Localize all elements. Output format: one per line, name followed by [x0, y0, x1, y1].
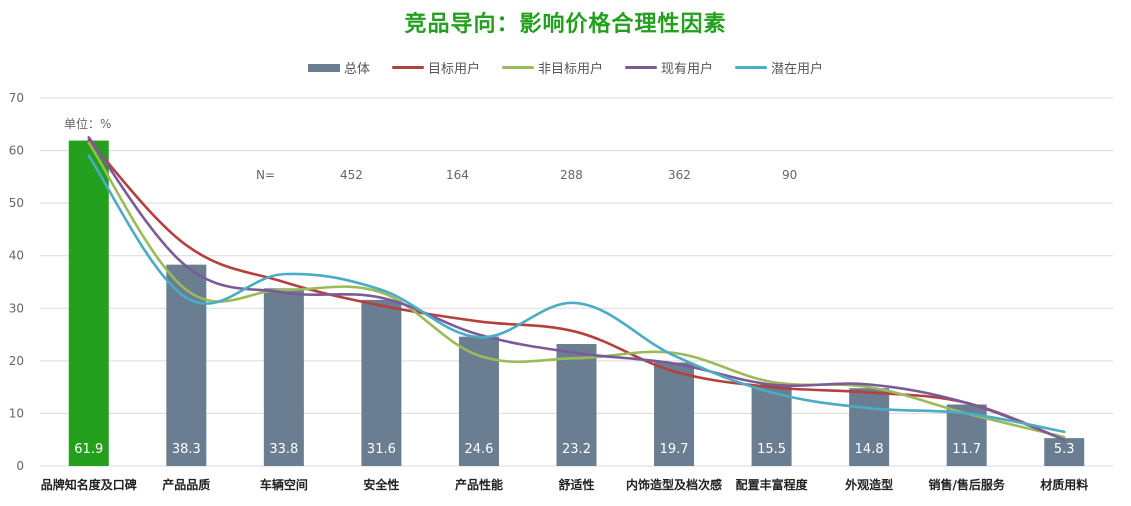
- bar-value-label: 15.5: [757, 442, 786, 457]
- y-tick-label: 50: [9, 196, 24, 210]
- y-tick-label: 0: [16, 459, 24, 473]
- bar: [556, 344, 597, 466]
- legend-swatch-line-2: [625, 66, 657, 69]
- bar: [166, 264, 207, 466]
- x-category-label: 产品品质: [162, 477, 210, 492]
- legend-swatch-bar: [307, 63, 340, 72]
- bar: [849, 388, 890, 466]
- y-tick-label: 40: [9, 249, 24, 263]
- legend-item-line-2[interactable]: 现有用户: [625, 58, 713, 77]
- legend-label-bar: 总体: [343, 62, 370, 77]
- bar-value-label: 23.2: [562, 442, 591, 457]
- bar-value-label: 61.9: [74, 442, 103, 457]
- x-category-label: 内饰造型及档次感: [626, 477, 722, 492]
- series-line: [87, 141, 1066, 439]
- chart-title: 竞品导向：影响价格合理性因素: [404, 12, 727, 37]
- bar-value-label: 14.8: [855, 442, 884, 457]
- bar: [361, 299, 402, 466]
- n-label-value: 452: [340, 168, 363, 182]
- x-category-label: 舒适性: [557, 477, 594, 492]
- legend-item-bar[interactable]: 总体: [307, 58, 370, 77]
- x-category-label: 车辆空间: [260, 477, 308, 492]
- n-label-value: 164: [446, 168, 469, 182]
- x-category-label: 外观造型: [845, 477, 893, 492]
- legend-label-line-1: 非目标用户: [537, 62, 603, 77]
- legend-item-line-1[interactable]: 非目标用户: [501, 58, 603, 77]
- legend-item-line-3[interactable]: 潜在用户: [735, 58, 823, 77]
- y-tick-label: 10: [9, 406, 24, 420]
- bar: [68, 140, 109, 466]
- y-tick-label: 70: [9, 91, 24, 105]
- bar: [263, 288, 304, 466]
- unit-label: 单位：%: [64, 117, 112, 131]
- x-category-label: 材质用料: [1039, 477, 1088, 492]
- bar-value-label: 11.7: [952, 442, 981, 457]
- n-label-prefix: N=: [256, 168, 276, 182]
- series-line: [87, 154, 1066, 434]
- x-category-label: 安全性: [363, 477, 399, 492]
- x-category-label: 产品性能: [455, 477, 503, 492]
- x-category-label: 配置丰富程度: [736, 477, 809, 492]
- bar-value-label: 19.7: [660, 442, 689, 457]
- bar-value-label: 31.6: [367, 442, 396, 457]
- legend-label-line-0: 目标用户: [427, 62, 480, 77]
- legend-item-line-0[interactable]: 目标用户: [391, 58, 480, 77]
- legend-label-line-2: 现有用户: [661, 62, 714, 77]
- bar-value-label: 33.8: [269, 442, 298, 457]
- y-tick-label: 20: [9, 354, 24, 368]
- legend-swatch-line-1: [501, 66, 534, 69]
- bar-value-label: 24.6: [464, 442, 493, 457]
- bar-value-label: 5.3: [1054, 442, 1075, 457]
- bar-value-label: 38.3: [172, 442, 201, 457]
- legend-swatch-line-0: [391, 66, 424, 69]
- legend: 总体 目标用户 非目标用户 现有用户 潜在用户: [0, 58, 1131, 77]
- n-label-value: 288: [560, 168, 583, 182]
- y-tick-label: 30: [9, 301, 24, 315]
- y-tick-label: 60: [9, 144, 24, 158]
- legend-swatch-line-3: [735, 66, 768, 69]
- x-category-label: 品牌知名度及口碑: [41, 477, 137, 492]
- bar: [751, 384, 792, 466]
- x-category-label: 销售/售后服务: [928, 477, 1005, 492]
- legend-label-line-3: 潜在用户: [771, 62, 824, 77]
- bar: [654, 362, 695, 466]
- n-label-value: 362: [668, 168, 691, 182]
- n-label-value: 90: [782, 168, 798, 182]
- series-line: [87, 136, 1066, 442]
- bar: [1044, 438, 1085, 466]
